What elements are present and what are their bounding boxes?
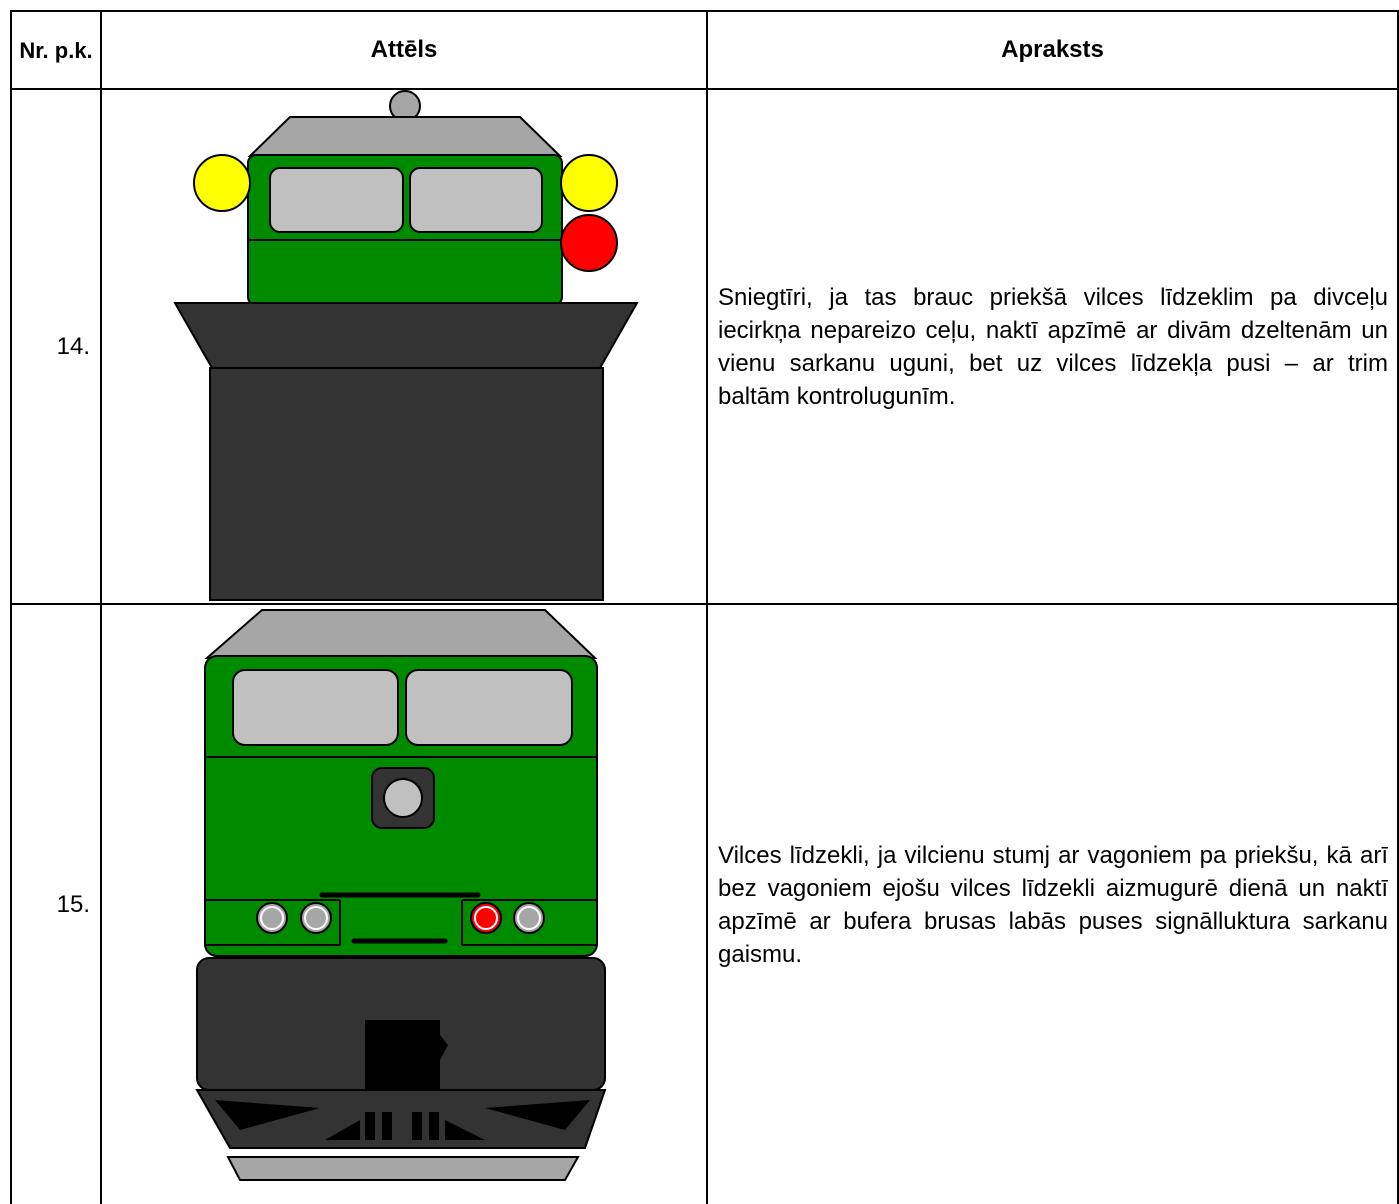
row-description: Sniegtīri, ja tas brauc priekšā vilces l… [706,88,1399,605]
table-row: 14. Sniegtīri, ja tas brauc priekšā vilc… [10,88,1399,605]
table-row: 15. Vilces līdzekli, ja vilcienu stumj a… [10,603,1399,1204]
header-cell: Apraksts [706,10,1399,90]
image-cell [100,603,708,1204]
row-number: 14. [10,88,102,605]
header-cell: Attēls [100,10,708,90]
image-cell [100,88,708,605]
header-cell: Nr. p.k. [10,10,102,90]
signal-table: Nr. p.k. Attēls Apraksts 14. Sniegtīri, … [10,10,1399,1204]
header-row: Nr. p.k. Attēls Apraksts [10,10,1399,90]
row-description: Vilces līdzekli, ja vilcienu stumj ar va… [706,603,1399,1204]
row-number: 15. [10,603,102,1204]
